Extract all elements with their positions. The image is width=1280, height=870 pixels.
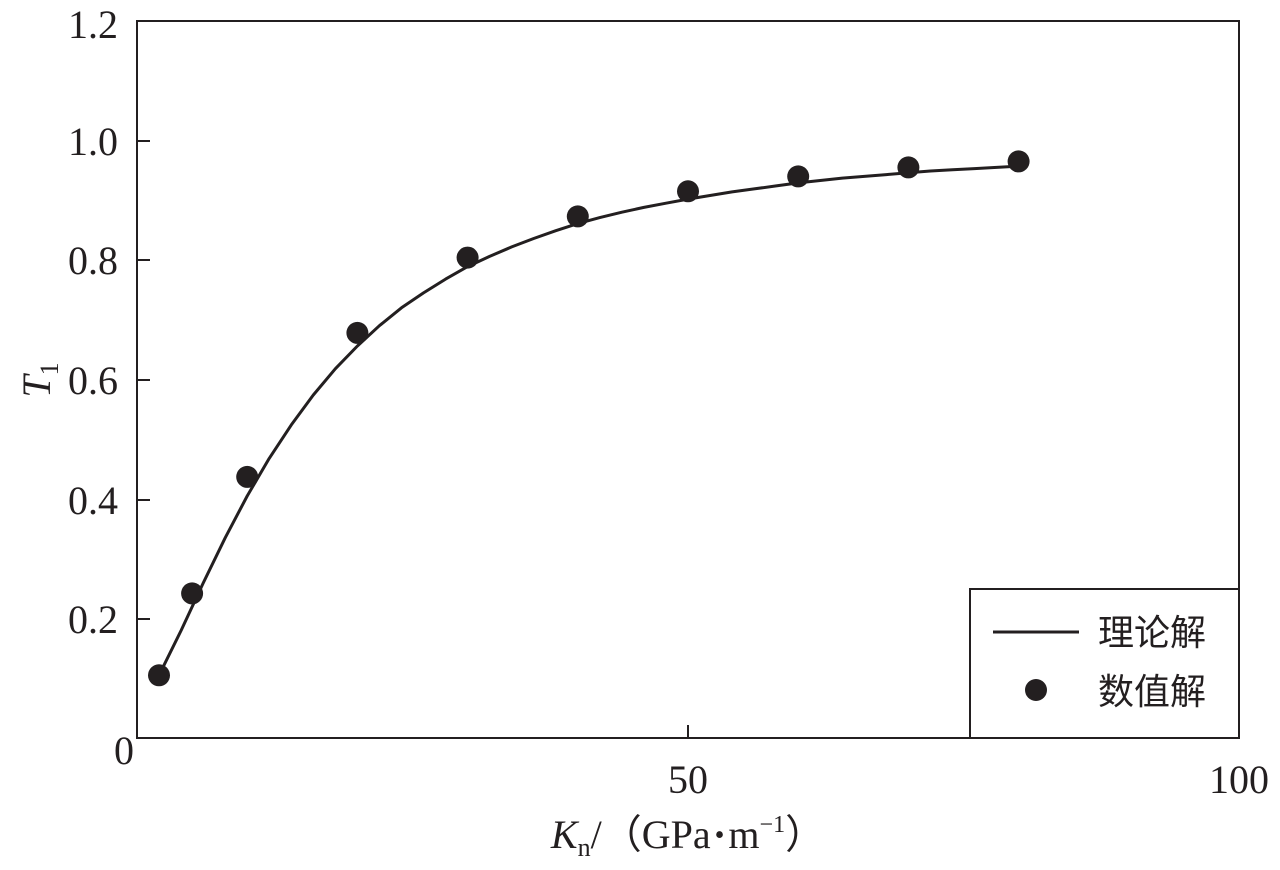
legend-label-theory: 理论解	[1098, 613, 1206, 654]
y-axis: 0.2 0.4 0.6 0.8 1.0 1.2	[68, 2, 150, 642]
y-axis-sub: 1	[35, 362, 64, 375]
data-point	[181, 582, 204, 605]
y-tick-label: 0.8	[68, 238, 118, 283]
data-point	[346, 321, 369, 344]
data-point	[148, 664, 170, 687]
x-axis-var: K	[550, 812, 580, 857]
x-axis-unit-exp: −1	[760, 812, 786, 838]
y-axis-var: T	[14, 373, 59, 398]
series-line-theory	[157, 164, 1019, 676]
y-tick-label: 0.2	[68, 597, 118, 642]
legend-marker-swatch	[1025, 679, 1047, 701]
x-tick-label: 50	[668, 757, 708, 802]
data-layer	[148, 150, 1030, 687]
data-point	[566, 205, 589, 228]
data-point	[236, 465, 259, 488]
x-tick-label: 100	[1209, 757, 1269, 802]
x-axis-unit-close: ）	[785, 812, 825, 857]
y-tick-label: 0.4	[68, 478, 118, 523]
data-point	[677, 180, 699, 203]
data-point	[897, 156, 920, 179]
x-axis-unit-m: m	[728, 812, 759, 857]
data-point	[456, 246, 479, 269]
y-axis-title: T1	[14, 362, 64, 397]
y-tick-label: 1.2	[68, 2, 118, 47]
x-axis-unit-dot: •	[715, 820, 725, 851]
y-tick-label: 1.0	[68, 119, 118, 164]
x-axis-title: Kn/（GPa • m−1）	[550, 812, 825, 862]
data-point	[1007, 150, 1030, 173]
x-axis: 0 50 100	[114, 725, 1269, 802]
x-axis-sub: n	[578, 833, 591, 862]
x-tick-label: 0	[114, 728, 134, 773]
legend-label-numerical: 数值解	[1098, 672, 1206, 713]
legend: 理论解 数值解	[969, 588, 1240, 739]
legend-box	[969, 588, 1240, 739]
data-point	[787, 165, 810, 188]
y-tick-label: 0.6	[68, 358, 118, 403]
x-axis-unit-open: /（GPa	[591, 812, 711, 857]
